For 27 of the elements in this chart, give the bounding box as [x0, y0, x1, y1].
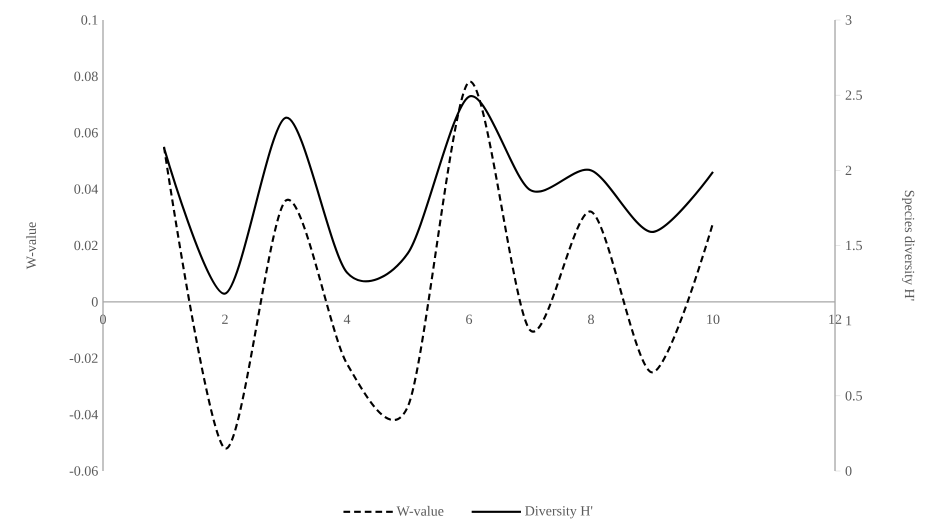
x-tick-label: 6: [466, 314, 472, 324]
y2-tick-label: 2.5: [846, 90, 862, 100]
y-tick-label: -0.04: [70, 410, 98, 420]
x-tick-label: 10: [707, 314, 720, 324]
y-tick-label: 0.08: [74, 72, 98, 82]
x-tick-label: 2: [222, 314, 228, 324]
legend-label: W-value: [396, 506, 444, 516]
y2-tick-label: 1: [846, 316, 852, 326]
y2-tick-label: 0: [846, 466, 852, 476]
y2-tick-label: 0.5: [846, 391, 862, 401]
y-axis-title: W-value: [26, 222, 36, 270]
legend-label: Diversity H': [525, 506, 592, 518]
y-tick-label: 0.1: [81, 15, 98, 25]
y-tick-label: -0.02: [70, 354, 98, 363]
x-tick-label: 12: [829, 314, 842, 324]
y2-tick-label: 2: [846, 166, 852, 175]
y2-tick-label: 1.5: [846, 240, 862, 250]
y-tick-label: 0.06: [74, 128, 98, 138]
x-tick-label: 4: [344, 314, 350, 324]
y-tick-label: -0.06: [70, 466, 98, 476]
y-tick-label: 0: [92, 297, 98, 307]
y2-tick-label: 3: [846, 15, 852, 25]
y-tick-label: 0.04: [74, 184, 98, 194]
x-tick-label: 0: [100, 314, 106, 324]
x-tick-label: 8: [588, 314, 594, 324]
y-tick-label: 0.02: [74, 240, 98, 250]
y2-axis-title: Species diversity H': [902, 190, 915, 301]
